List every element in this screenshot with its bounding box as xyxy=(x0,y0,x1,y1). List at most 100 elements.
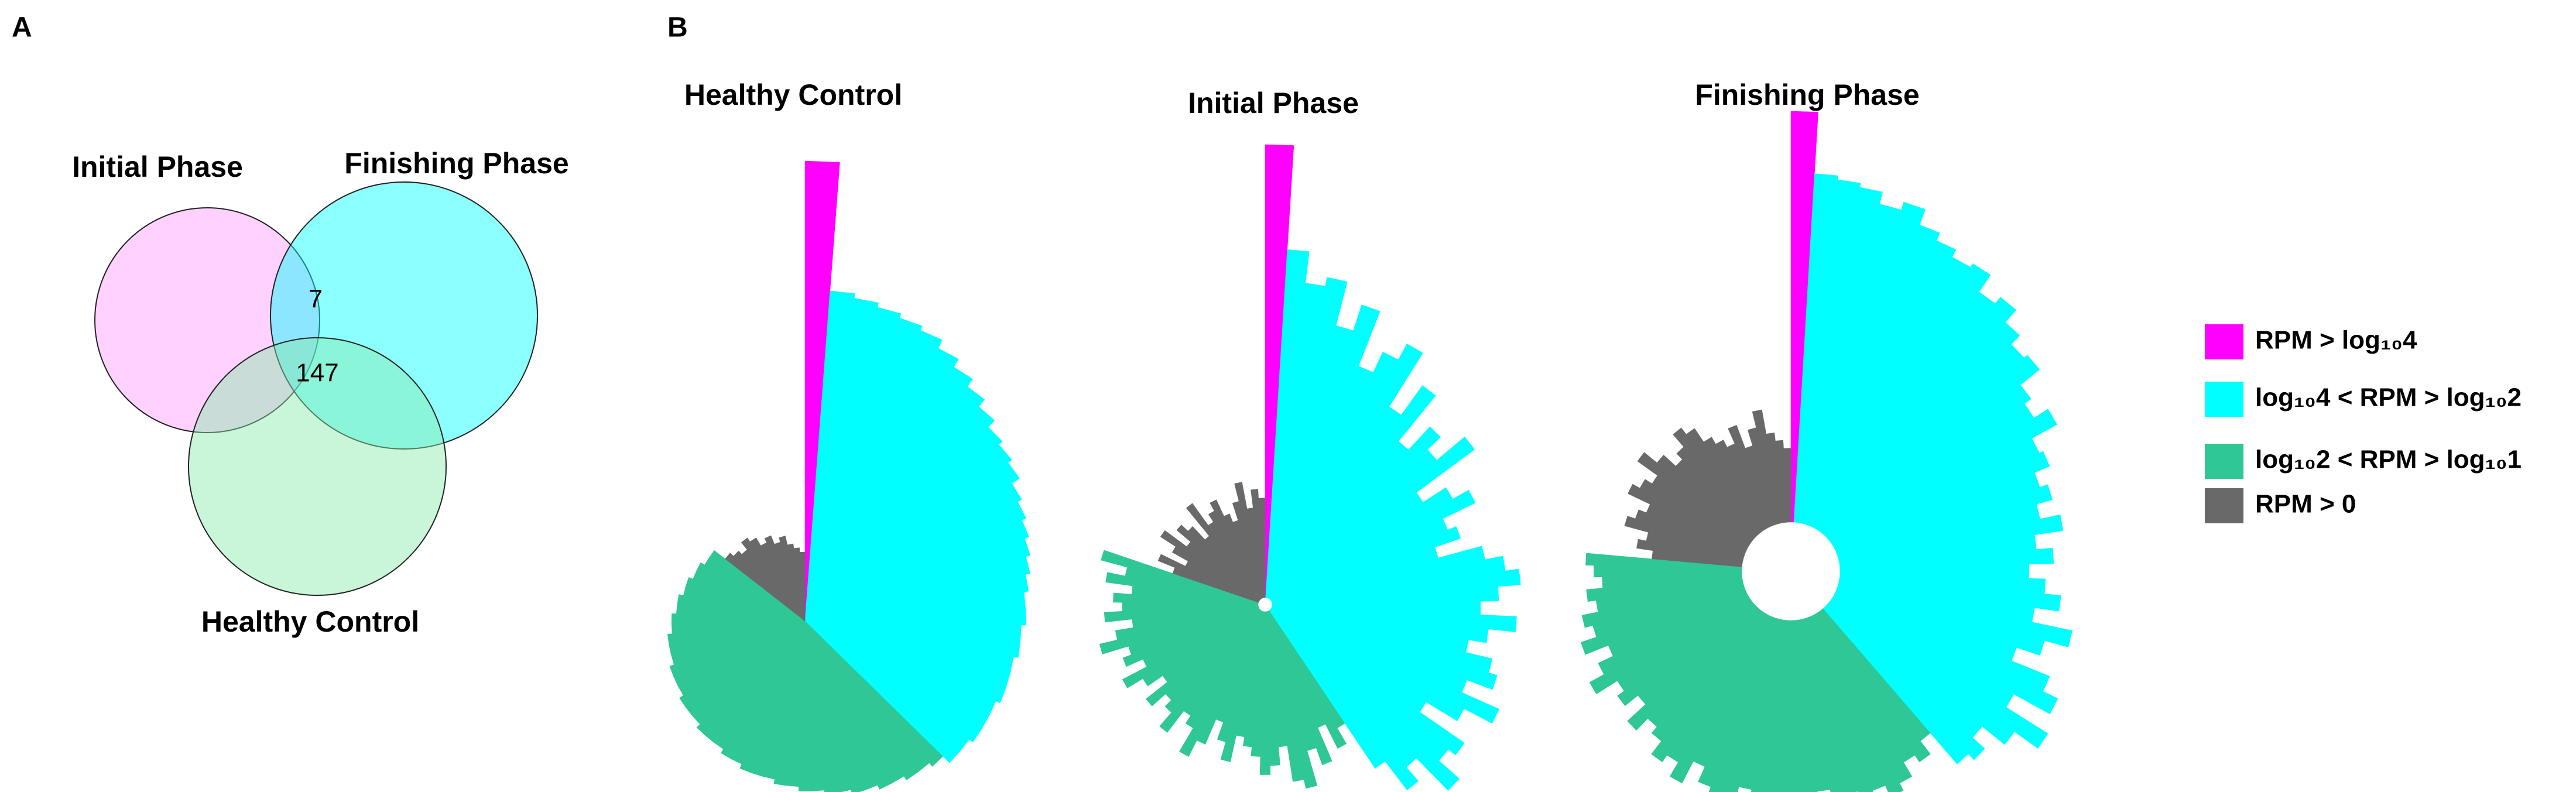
legend-label: RPM > log₁₀4 xyxy=(2255,326,2417,355)
radial-bar xyxy=(1839,575,2061,612)
radial-bar xyxy=(1777,620,1791,792)
radial-bar xyxy=(1723,618,1780,792)
radial-bar xyxy=(1160,530,1260,601)
radial-bar xyxy=(1766,432,1786,523)
radial-bar xyxy=(1270,609,1460,791)
radial-bar xyxy=(1828,385,2032,543)
radial-bar xyxy=(1823,606,1969,764)
radial-bar xyxy=(1267,611,1332,766)
radial-bar xyxy=(1703,437,1766,531)
radial-bar xyxy=(1269,426,1441,601)
legend-swatch xyxy=(2205,488,2243,523)
radial-bar xyxy=(1751,619,1786,792)
radial-bar xyxy=(1783,448,1791,523)
venn-count: 147 xyxy=(296,359,338,388)
radial-bar xyxy=(1820,297,2017,534)
venn-set xyxy=(188,337,447,596)
radial-bar xyxy=(1639,479,1750,548)
radial-bar xyxy=(1752,409,1783,524)
radial-bar xyxy=(1269,385,1436,600)
radial-bar xyxy=(1810,240,1957,528)
venn-count: 7 xyxy=(309,285,323,314)
legend-swatch xyxy=(2205,382,2243,417)
radial-bar xyxy=(1790,620,1804,792)
radial-bar xyxy=(1270,608,1465,756)
radial-bar xyxy=(1580,587,1746,655)
radial-bar xyxy=(1805,201,1926,526)
radial-bar xyxy=(1698,616,1775,787)
radial-bar xyxy=(1823,322,2020,537)
radial-bar xyxy=(1635,509,1746,556)
radial-bar xyxy=(1807,224,1940,527)
chart-title: Healthy Control xyxy=(684,78,902,111)
radial-bar xyxy=(1145,609,1260,707)
radial-bar xyxy=(1728,424,1775,527)
radial-bar xyxy=(1265,249,1310,598)
radial-bar xyxy=(1242,611,1265,748)
venn-set xyxy=(94,207,320,433)
radial-bar xyxy=(1187,526,1261,601)
radial-bar xyxy=(1157,554,1259,602)
radial-bar xyxy=(1828,599,2015,745)
radial-bar xyxy=(1258,498,1266,598)
radial-bar xyxy=(1585,553,1742,570)
chart-title: Finishing Phase xyxy=(1695,78,1919,111)
radial-bar xyxy=(1839,547,2054,570)
legend-swatch xyxy=(2205,324,2243,359)
radial-bar xyxy=(1271,607,1500,724)
legend-label: RPM > 0 xyxy=(2255,490,2356,519)
radial-bar xyxy=(1793,620,1818,792)
radial-bar xyxy=(1251,489,1265,598)
radial-bar xyxy=(1259,611,1271,775)
radial-bar xyxy=(1636,539,1743,564)
radial-bar xyxy=(1834,592,2058,715)
radial-bar xyxy=(1818,610,1931,763)
chart-title: Initial Phase xyxy=(1188,87,1359,119)
radial-bar xyxy=(1790,111,1818,523)
radial-bar xyxy=(1624,516,1745,559)
radial-bar xyxy=(1581,581,1744,628)
radial-bar xyxy=(1815,263,1991,531)
radial-bar xyxy=(1627,604,1757,731)
radial-bar xyxy=(1651,608,1762,742)
radial-bar xyxy=(1835,451,2050,553)
radial-bar xyxy=(1637,452,1753,543)
radial-bar xyxy=(1708,617,1777,792)
radial-bar xyxy=(1271,489,1476,602)
radial-bar xyxy=(1686,428,1764,533)
radial-bar xyxy=(1589,595,1750,695)
radial-bar xyxy=(1179,611,1262,757)
venn-set xyxy=(270,181,538,450)
legend-swatch xyxy=(2205,444,2243,479)
radial-bar xyxy=(1268,611,1347,749)
venn-set-label: Finishing Phase xyxy=(344,147,568,180)
radial-bar xyxy=(1669,613,1769,784)
radial-bar xyxy=(1617,599,1753,707)
radial-bar xyxy=(1176,524,1260,601)
radial-bar xyxy=(1598,592,1748,675)
radial-bar xyxy=(1715,440,1769,530)
panel-label: B xyxy=(667,12,688,43)
radial-bar xyxy=(1796,179,1861,523)
radial-bar xyxy=(1799,619,1845,792)
venn-set-label: Initial Phase xyxy=(72,150,243,183)
radial-bar xyxy=(1586,575,1743,602)
radial-bar xyxy=(799,551,806,622)
radial-bar xyxy=(1271,526,1461,603)
radial-bar xyxy=(1269,610,1386,769)
radial-bar xyxy=(1775,440,1789,523)
radial-bar xyxy=(1268,343,1423,599)
legend-label: log₁₀2 < RPM > log₁₀1 xyxy=(2255,445,2522,474)
radial-bar xyxy=(1810,615,1904,792)
radial-bar xyxy=(1825,604,1985,760)
radial-bar xyxy=(1272,568,1521,605)
radial-bar xyxy=(1651,610,1764,763)
venn-set-label: Healthy Control xyxy=(201,605,419,638)
radial-bar xyxy=(1793,173,1838,523)
panel-label: A xyxy=(12,12,32,43)
radial-bar xyxy=(1830,597,2049,749)
radial-bar xyxy=(1673,427,1762,534)
radial-bar xyxy=(1837,484,2053,559)
